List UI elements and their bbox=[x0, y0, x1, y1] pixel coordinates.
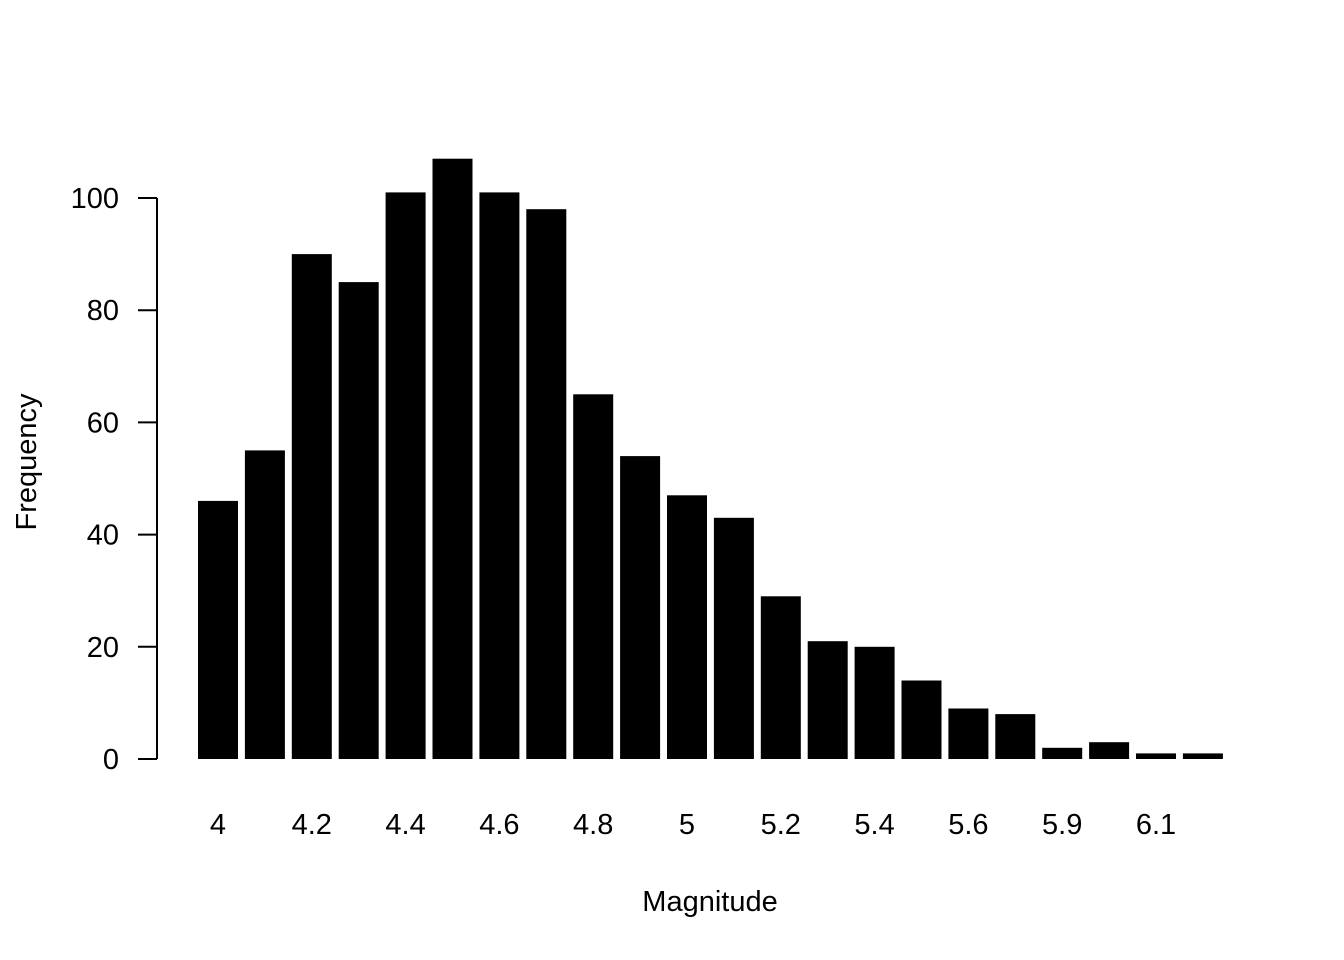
bar-6.2 bbox=[1182, 753, 1223, 759]
x-axis-title: Magnitude bbox=[642, 886, 777, 918]
bar-5.2 bbox=[760, 596, 801, 759]
bar-4.7 bbox=[526, 209, 567, 759]
x-tick-label: 5.2 bbox=[761, 809, 801, 841]
bar-4.4 bbox=[385, 192, 426, 759]
x-tick-label: 4.8 bbox=[573, 809, 613, 841]
bar-5.1 bbox=[713, 517, 754, 759]
bar-5.5 bbox=[901, 680, 942, 759]
x-tick-label: 5.4 bbox=[854, 809, 894, 841]
bar-5.3 bbox=[807, 641, 848, 759]
x-tick-label: 5.9 bbox=[1042, 809, 1082, 841]
x-tick-label: 4.6 bbox=[479, 809, 519, 841]
y-tick-label: 40 bbox=[87, 520, 119, 552]
x-axis-labels: 4 4.2 4.4 4.6 4.8 5 5.2 5.4 5.6 5.9 6.1 bbox=[210, 809, 1176, 841]
y-tick-label: 60 bbox=[87, 407, 119, 439]
bar-4.9 bbox=[620, 456, 661, 759]
y-axis: 0 20 40 60 80 100 bbox=[71, 183, 158, 776]
x-tick-label: 5 bbox=[679, 809, 695, 841]
bar-5.4 bbox=[854, 646, 895, 759]
bar-4.5 bbox=[432, 158, 473, 759]
y-tick-label: 0 bbox=[103, 744, 119, 776]
x-tick-label: 4.4 bbox=[385, 809, 425, 841]
bar-4 bbox=[198, 500, 238, 759]
y-axis-title: Frequency bbox=[11, 393, 43, 531]
bar-4.6 bbox=[479, 192, 520, 759]
bar-5.6 bbox=[948, 708, 989, 759]
x-tick-label: 6.1 bbox=[1136, 809, 1176, 841]
bar-4.1 bbox=[244, 450, 285, 759]
x-tick-label: 4 bbox=[210, 809, 226, 841]
bars-group bbox=[198, 158, 1223, 759]
bar-6 bbox=[1089, 742, 1130, 759]
y-tick-label: 80 bbox=[87, 295, 119, 327]
bar-5.7 bbox=[995, 714, 1036, 759]
x-tick-label: 5.6 bbox=[948, 809, 988, 841]
y-tick-label: 100 bbox=[71, 183, 119, 215]
bar-4.2 bbox=[291, 254, 332, 759]
bar-5 bbox=[667, 495, 707, 759]
bar-6.1 bbox=[1136, 753, 1176, 759]
bar-4.8 bbox=[573, 394, 614, 759]
y-tick-label: 20 bbox=[87, 632, 119, 664]
x-tick-label: 4.2 bbox=[292, 809, 332, 841]
bar-5.9 bbox=[1042, 747, 1083, 759]
bar-4.3 bbox=[338, 282, 379, 759]
